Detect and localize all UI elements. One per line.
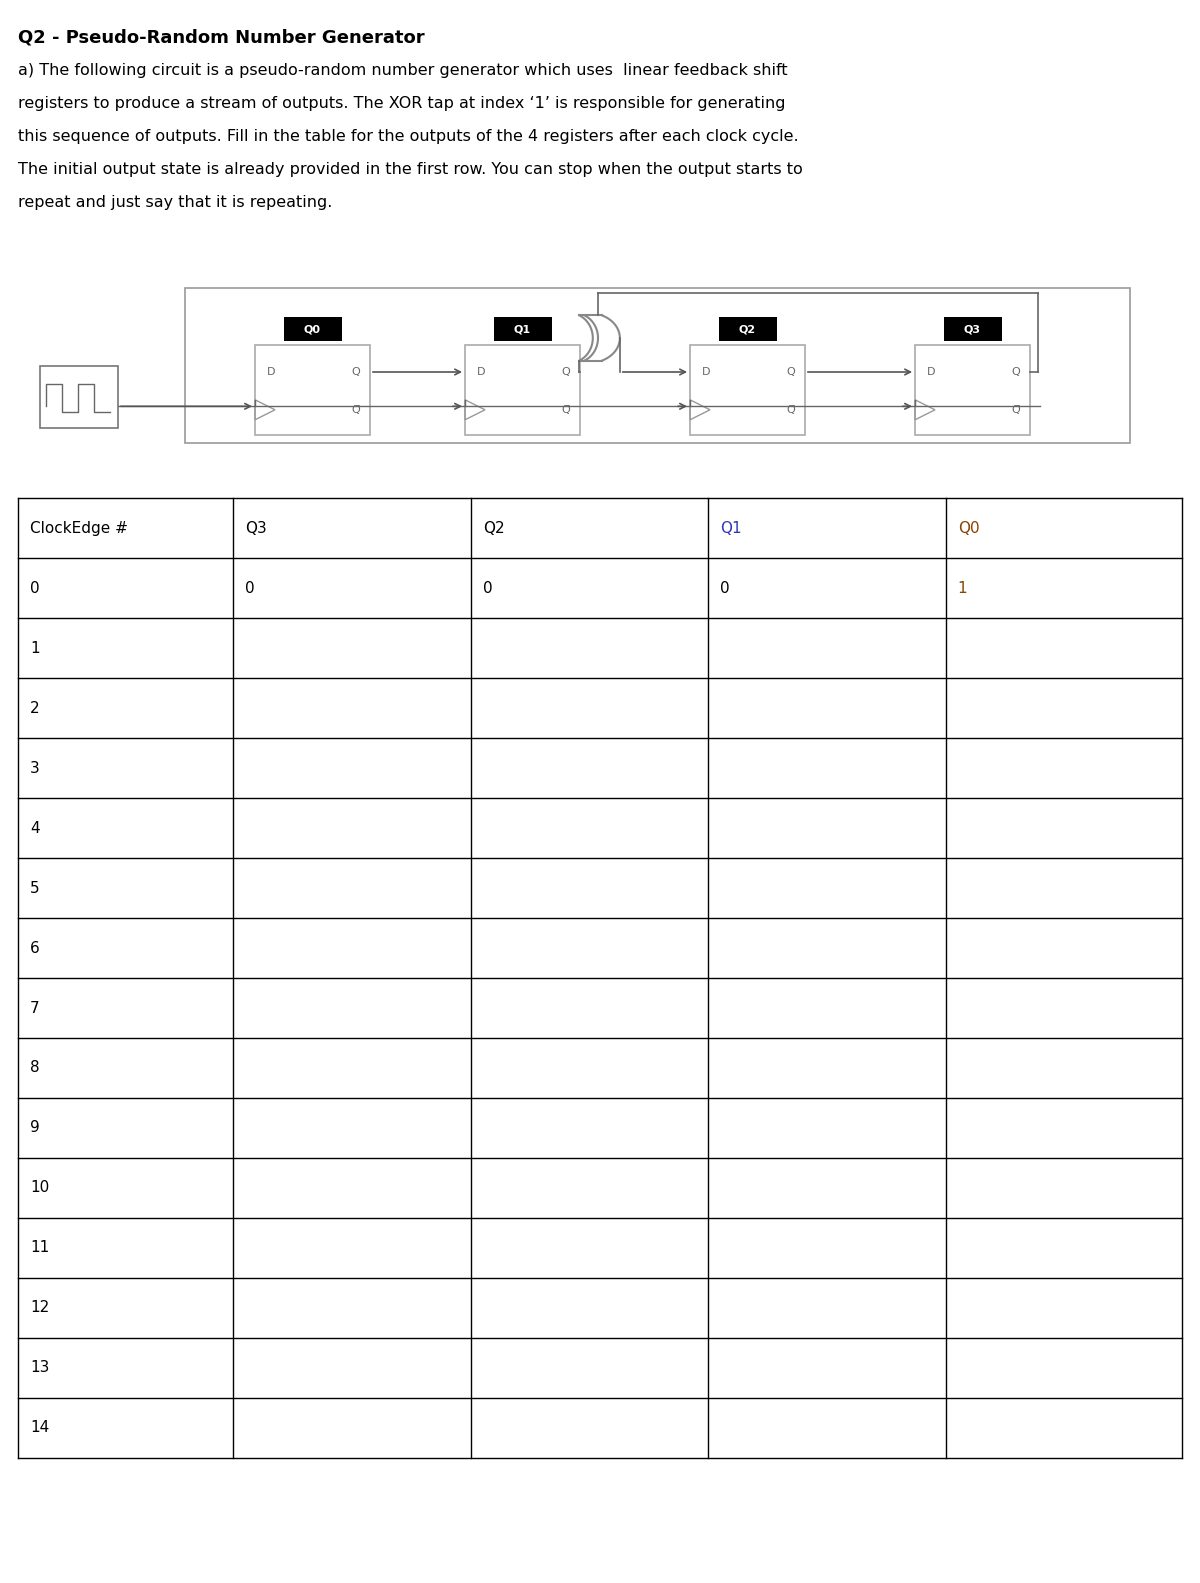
- Text: ClockEdge #: ClockEdge #: [30, 521, 128, 535]
- Text: 5: 5: [30, 880, 40, 896]
- Text: Q: Q: [786, 367, 796, 377]
- Text: Q1: Q1: [514, 325, 532, 334]
- Bar: [690, 345, 805, 435]
- Text: 0: 0: [30, 581, 40, 595]
- Bar: [466, 345, 580, 435]
- Text: 2: 2: [30, 701, 40, 716]
- Text: 0: 0: [482, 581, 492, 595]
- Bar: [256, 345, 370, 435]
- Text: The initial output state is already provided in the first row. You can stop when: The initial output state is already prov…: [18, 161, 803, 177]
- Text: 8: 8: [30, 1061, 40, 1075]
- Text: a) The following circuit is a pseudo-random number generator which uses  linear : a) The following circuit is a pseudo-ran…: [18, 63, 787, 78]
- Text: D: D: [928, 367, 936, 377]
- Text: Q3: Q3: [245, 521, 268, 535]
- Text: Q: Q: [1012, 367, 1020, 377]
- Text: 1: 1: [30, 641, 40, 655]
- Text: 1: 1: [958, 581, 967, 595]
- Text: D: D: [478, 367, 486, 377]
- Bar: [40, 366, 118, 427]
- Text: D: D: [702, 367, 710, 377]
- Text: Q0: Q0: [304, 325, 322, 334]
- Text: Q3: Q3: [964, 325, 982, 334]
- Text: Q̅: Q̅: [352, 405, 360, 415]
- Text: 4: 4: [30, 820, 40, 836]
- Text: D: D: [266, 367, 276, 377]
- Text: repeat and just say that it is repeating.: repeat and just say that it is repeating…: [18, 195, 332, 211]
- Text: 10: 10: [30, 1181, 49, 1195]
- Text: registers to produce a stream of outputs. The XOR tap at index ‘1’ is responsibl: registers to produce a stream of outputs…: [18, 97, 786, 111]
- Text: 14: 14: [30, 1420, 49, 1436]
- Text: Q2 - Pseudo-Random Number Generator: Q2 - Pseudo-Random Number Generator: [18, 28, 425, 46]
- Text: 9: 9: [30, 1121, 40, 1135]
- Text: 3: 3: [30, 760, 40, 776]
- Text: Q2: Q2: [482, 521, 504, 535]
- Text: 0: 0: [720, 581, 730, 595]
- Text: 0: 0: [245, 581, 254, 595]
- Text: 12: 12: [30, 1301, 49, 1315]
- Bar: [283, 317, 342, 340]
- Bar: [185, 288, 1130, 443]
- Text: 6: 6: [30, 940, 40, 956]
- Text: Q̅: Q̅: [786, 405, 796, 415]
- Text: 11: 11: [30, 1241, 49, 1255]
- Text: Q: Q: [562, 367, 570, 377]
- Text: Q1: Q1: [720, 521, 742, 535]
- Text: Q̅: Q̅: [562, 405, 570, 415]
- Bar: [943, 317, 1002, 340]
- Text: Q0: Q0: [958, 521, 979, 535]
- Text: 13: 13: [30, 1360, 49, 1376]
- Text: this sequence of outputs. Fill in the table for the outputs of the 4 registers a: this sequence of outputs. Fill in the ta…: [18, 128, 799, 144]
- Text: Q: Q: [352, 367, 360, 377]
- Text: Q2: Q2: [739, 325, 756, 334]
- Text: Q̅: Q̅: [1012, 405, 1020, 415]
- Bar: [916, 345, 1030, 435]
- Text: 7: 7: [30, 1000, 40, 1016]
- Bar: [719, 317, 776, 340]
- Bar: [493, 317, 552, 340]
